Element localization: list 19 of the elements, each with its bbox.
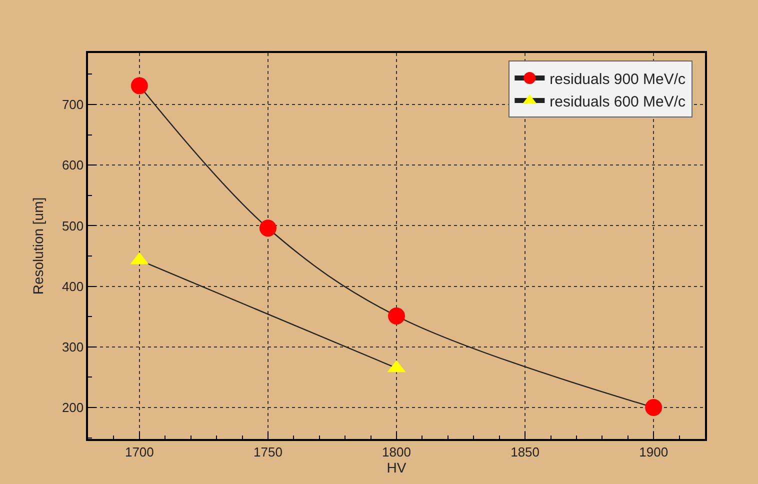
legend-label: residuals 600 MeV/c bbox=[550, 93, 686, 110]
x-tick-label: 1850 bbox=[510, 444, 540, 460]
x-axis-title: HV bbox=[386, 459, 407, 476]
x-tick-label: 1750 bbox=[254, 444, 282, 460]
x-tick-label: 1700 bbox=[124, 444, 154, 460]
y-tick-label: 700 bbox=[62, 97, 84, 112]
point bbox=[130, 77, 148, 94]
y-tick-label: 500 bbox=[62, 218, 84, 234]
legend-label: residuals 900 MeV/c bbox=[550, 70, 686, 88]
y-tick-label: 300 bbox=[62, 339, 84, 354]
x-tick-label: 1800 bbox=[382, 444, 411, 460]
y-tick-label: 600 bbox=[62, 158, 84, 173]
y-tick-label: 400 bbox=[62, 278, 84, 294]
x-tick-label: 1900 bbox=[639, 444, 668, 460]
point bbox=[645, 398, 662, 416]
point bbox=[259, 220, 276, 237]
y-axis-title: Resolution [um] bbox=[30, 197, 46, 295]
point bbox=[388, 307, 405, 324]
y-tick-label: 200 bbox=[62, 400, 84, 416]
